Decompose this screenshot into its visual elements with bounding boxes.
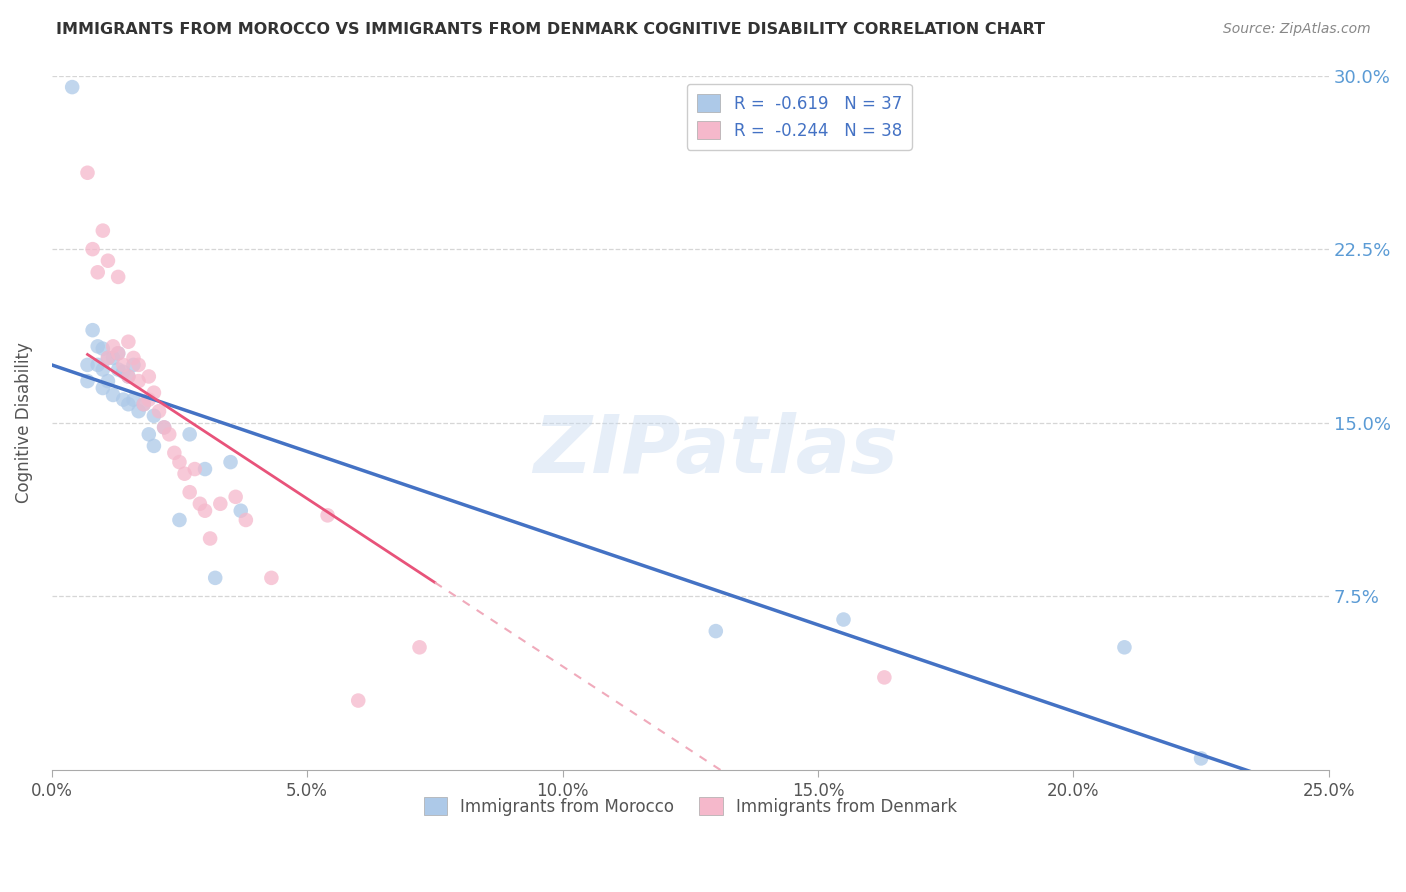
Point [179,485,201,500]
Point [122,358,145,372]
Point [76,374,98,388]
Point [235,513,257,527]
Point [1189,751,1212,765]
Legend: Immigrants from Morocco, Immigrants from Denmark: Immigrants from Morocco, Immigrants from… [415,789,966,824]
Point [101,339,124,353]
Point [138,392,160,407]
Point [122,392,145,407]
Point [347,693,370,707]
Point [91,342,114,356]
Point [97,351,120,365]
Point [60,80,83,95]
Point [873,670,896,684]
Point [101,351,124,365]
Point [194,462,217,476]
Point [138,427,160,442]
Point [704,624,727,639]
Point [91,224,114,238]
Point [179,427,201,442]
Point [209,497,232,511]
Point [204,571,226,585]
Point [112,358,135,372]
Point [82,242,104,256]
Point [260,571,283,585]
Point [128,358,150,372]
Point [832,613,855,627]
Point [138,369,160,384]
Point [82,323,104,337]
Point [316,508,339,523]
Point [97,374,120,388]
Point [117,369,139,384]
Point [76,166,98,180]
Text: IMMIGRANTS FROM MOROCCO VS IMMIGRANTS FROM DENMARK COGNITIVE DISABILITY CORRELAT: IMMIGRANTS FROM MOROCCO VS IMMIGRANTS FR… [56,22,1045,37]
Point [107,362,129,376]
Point [169,455,191,469]
Point [112,365,135,379]
Text: ZIPatlas: ZIPatlas [533,411,898,490]
Point [112,392,135,407]
Point [194,504,217,518]
Point [1114,640,1136,655]
Point [97,253,120,268]
Point [91,381,114,395]
Point [153,420,176,434]
Point [142,385,165,400]
Point [128,374,150,388]
Point [142,439,165,453]
Point [117,334,139,349]
Point [132,397,155,411]
Point [122,351,145,365]
Point [87,265,110,279]
Point [117,369,139,384]
Point [101,388,124,402]
Point [219,455,242,469]
Point [91,362,114,376]
Point [198,532,221,546]
Point [148,404,170,418]
Point [153,420,176,434]
Point [408,640,430,655]
Point [157,427,180,442]
Point [87,339,110,353]
Point [163,446,186,460]
Text: Source: ZipAtlas.com: Source: ZipAtlas.com [1223,22,1371,37]
Point [87,358,110,372]
Point [117,397,139,411]
Point [142,409,165,423]
Point [128,404,150,418]
Point [132,397,155,411]
Point [173,467,195,481]
Point [225,490,247,504]
Point [107,346,129,360]
Point [97,351,120,365]
Point [169,513,191,527]
Y-axis label: Cognitive Disability: Cognitive Disability [15,343,32,503]
Point [76,358,98,372]
Point [107,346,129,360]
Point [184,462,207,476]
Point [188,497,211,511]
Point [229,504,252,518]
Point [107,269,129,284]
